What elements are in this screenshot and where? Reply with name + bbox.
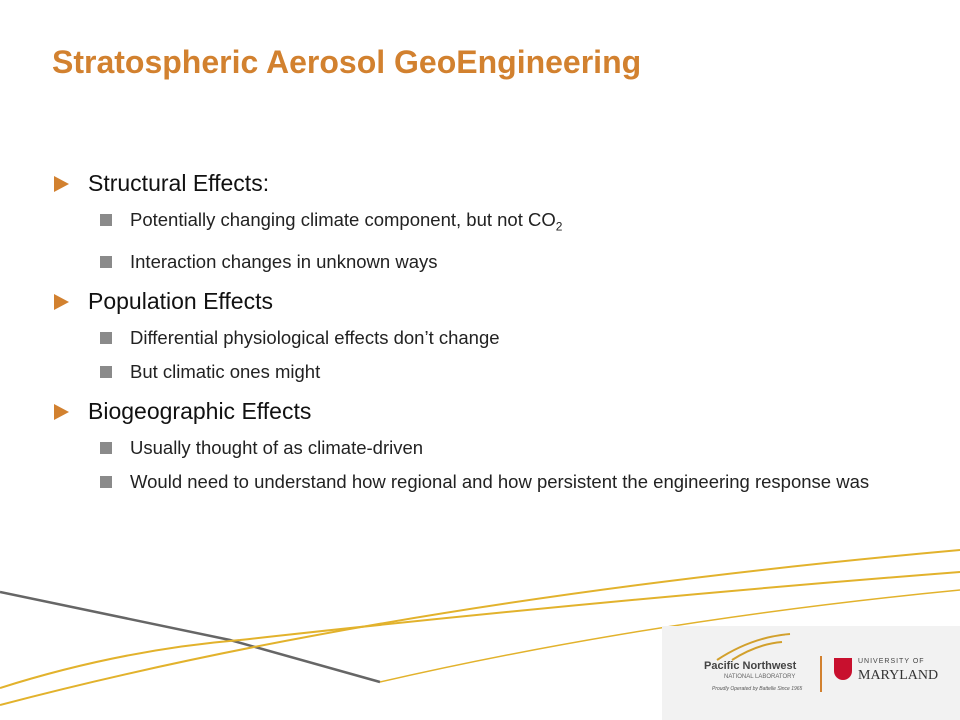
sub-bullet: Would need to understand how regional an… (52, 471, 912, 492)
section: Population Effects Differential physiolo… (52, 288, 912, 382)
slide-title: Stratospheric Aerosol GeoEngineering (52, 44, 642, 80)
sub-bullet: Interaction changes in unknown ways (52, 251, 912, 272)
sub-bullet: But climatic ones might (52, 361, 912, 382)
umd-shield (834, 658, 852, 680)
sub-bullet: Usually thought of as climate-driven (52, 437, 912, 458)
bullet-heading: Population Effects (52, 288, 912, 315)
section: Biogeographic Effects Usually thought of… (52, 398, 912, 492)
logo-area: Pacific Northwest NATIONAL LABORATORY Pr… (662, 626, 960, 720)
bullet-heading: Biogeographic Effects (52, 398, 912, 425)
sub-bullet: Potentially changing climate component, … (52, 209, 912, 238)
pnnl-tagline: Proudly Operated by Battelle Since 1965 (712, 686, 803, 692)
bullet-heading: Structural Effects: (52, 170, 912, 197)
umd-name: MARYLAND (858, 668, 939, 683)
content: Structural Effects: Potentially changing… (52, 170, 912, 508)
pnnl-mark (716, 633, 791, 661)
bullet-text: Potentially changing climate component, … (130, 209, 556, 230)
divider (820, 656, 822, 692)
subscript: 2 (555, 219, 563, 234)
umd-top: UNIVERSITY OF (858, 658, 925, 665)
section: Structural Effects: Potentially changing… (52, 170, 912, 272)
sub-bullet: Differential physiological effects don’t… (52, 327, 912, 348)
pnnl-sub: NATIONAL LABORATORY (724, 674, 796, 680)
pnnl-name: Pacific Northwest (704, 660, 797, 672)
